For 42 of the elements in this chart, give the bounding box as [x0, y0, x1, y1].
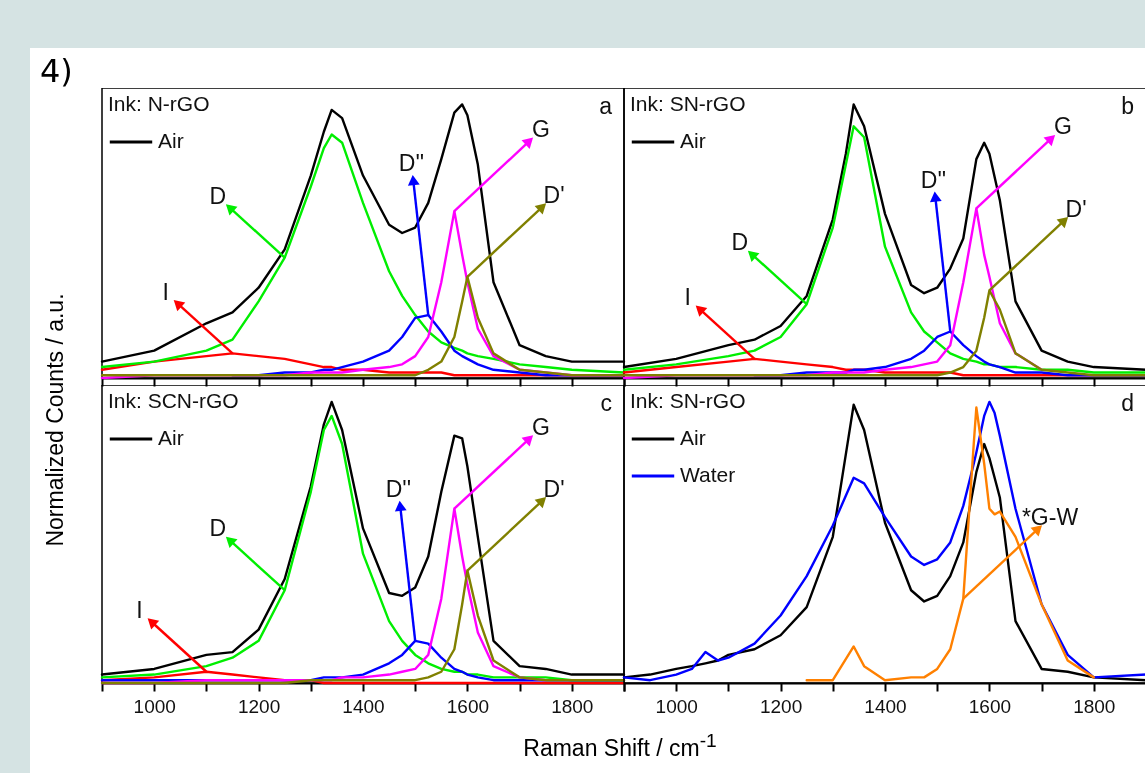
- annotation: *G-W: [1021, 503, 1079, 530]
- annotation: c: [600, 390, 612, 416]
- annotation: D: [209, 515, 227, 542]
- annotation: G: [532, 116, 550, 143]
- legend-label: Air: [680, 129, 706, 152]
- annotation: G: [1054, 113, 1072, 140]
- legend-title: Ink: N-rGO: [108, 92, 210, 115]
- x-tick-label: 1600: [968, 695, 1012, 717]
- annotation: D': [1065, 195, 1087, 222]
- legend-title: Ink: SN-rGO: [630, 92, 746, 115]
- annotation: a: [599, 93, 613, 119]
- annotation: b: [1121, 93, 1134, 119]
- x-tick-label: 1200: [759, 695, 803, 717]
- x-tick-label: 1400: [864, 695, 907, 717]
- x-axis-title: Raman Shift / cm$^{-1}$: [523, 730, 717, 762]
- legend-title: Ink: SCN-rGO: [108, 389, 239, 412]
- annotation: D': [543, 181, 565, 208]
- x-tick-label: 1800: [551, 695, 594, 717]
- annotation: d: [1121, 390, 1134, 416]
- annotation: D'': [398, 150, 425, 177]
- annotation: D': [543, 475, 565, 502]
- annotation: G: [532, 413, 550, 440]
- chart-title: 4): [40, 52, 73, 90]
- x-tick-label: 1000: [133, 695, 176, 717]
- annotation: D'': [385, 475, 412, 502]
- x-tick-label: 1200: [237, 695, 281, 717]
- legend-label: Air: [158, 426, 184, 449]
- annotation: D: [731, 229, 749, 256]
- legend-label: Air: [680, 426, 706, 449]
- legend-title: Ink: SN-rGO: [630, 389, 746, 412]
- annotation: I: [162, 278, 169, 305]
- x-tick-label: 1400: [342, 695, 385, 717]
- annotation: I: [136, 596, 143, 623]
- x-tick-label: 1800: [1073, 695, 1116, 717]
- x-tick-label: 1000: [655, 695, 698, 717]
- legend-label: Air: [158, 129, 184, 152]
- annotation: I: [684, 284, 691, 311]
- x-tick-label: 1600: [446, 695, 490, 717]
- annotation: D: [209, 182, 227, 209]
- legend-label: Water: [680, 463, 736, 486]
- y-axis-title: Normalized Counts / a.u.: [41, 293, 69, 547]
- annotation: D'': [920, 166, 947, 193]
